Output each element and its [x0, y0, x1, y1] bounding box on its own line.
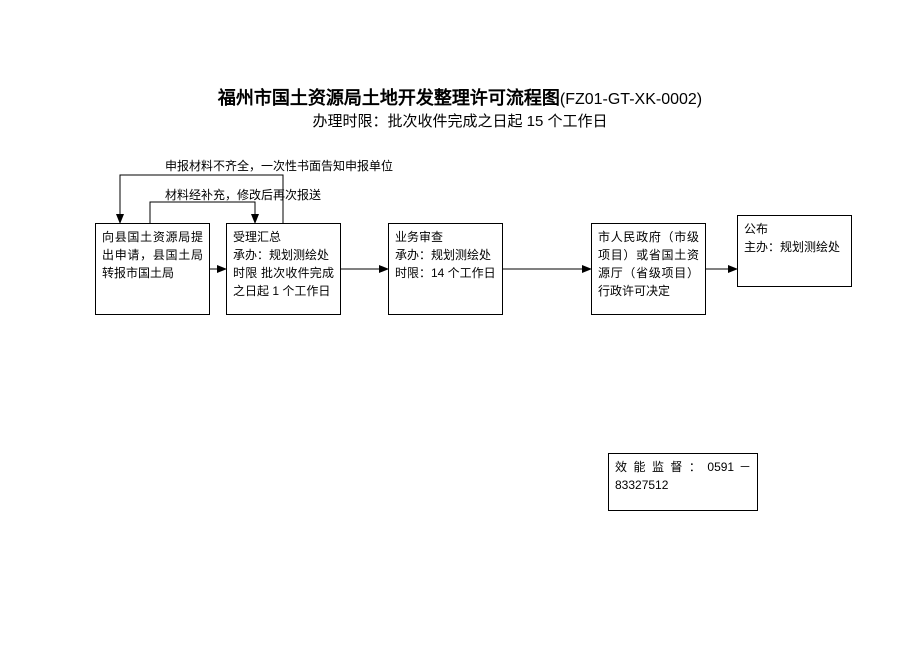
- page-subtitle: 办理时限：批次收件完成之日起 15 个工作日: [0, 110, 920, 131]
- title-code: (FZ01-GT-XK-0002): [560, 91, 702, 108]
- page-title: 福州市国土资源局土地开发整理许可流程图(FZ01-GT-XK-0002): [0, 84, 920, 110]
- title-main: 福州市国土资源局土地开发整理许可流程图: [218, 88, 560, 108]
- flow-box-apply: 向县国土资源局提出申请，县国土局转报市国土局: [95, 223, 210, 315]
- label-reject: 申报材料不齐全，一次性书面告知申报单位: [165, 157, 393, 174]
- label-resubmit: 材料经补充，修改后再次报送: [165, 186, 321, 203]
- flow-box-review: 业务审查承办：规划测绘处时限：14 个工作日: [388, 223, 503, 315]
- flow-box-publish: 公布主办：规划测绘处: [737, 215, 852, 287]
- flow-box-accept: 受理汇总承办：规划测绘处时限 批次收件完成之日起 1 个工作日: [226, 223, 341, 315]
- supervise-box: 效 能 监 督 ： 0591 －83327512: [608, 453, 758, 511]
- flow-box-decision: 市人民政府（市级项目）或省国土资源厅（省级项目）行政许可决定: [591, 223, 706, 315]
